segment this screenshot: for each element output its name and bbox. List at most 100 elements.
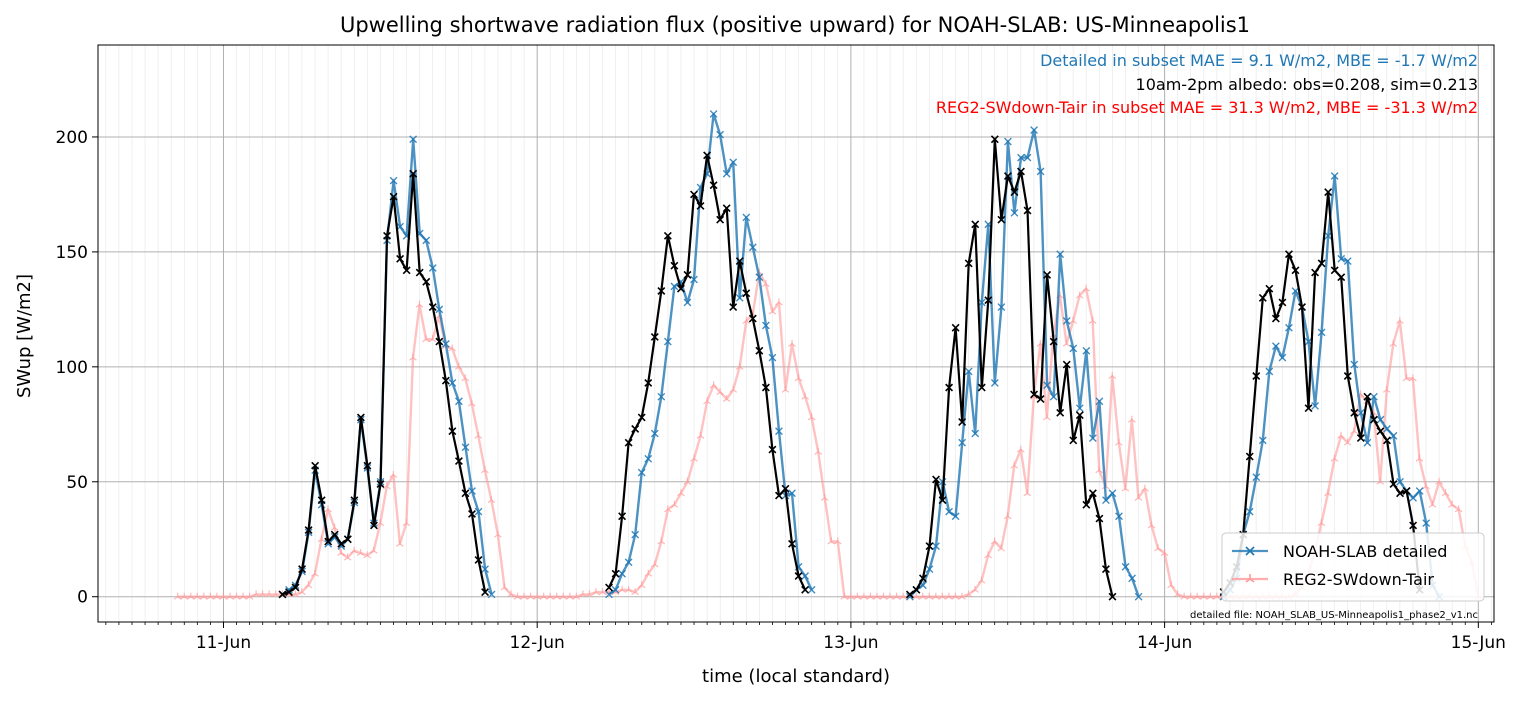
data-point [918, 574, 927, 583]
data-point [657, 537, 666, 545]
data-point [1114, 438, 1123, 446]
data-point [1062, 339, 1071, 347]
data-point [801, 585, 810, 594]
data-point [644, 454, 653, 463]
data-point [984, 296, 993, 305]
data-point [774, 491, 783, 500]
data-point [1448, 500, 1456, 508]
annotation-detailed-mae: Detailed in subset MAE = 9.1 W/m2, MBE =… [1040, 51, 1478, 70]
data-point [1062, 360, 1071, 369]
data-point [1311, 402, 1319, 410]
data-point [278, 590, 287, 599]
data-point [964, 367, 973, 376]
plot-area [97, 44, 1495, 623]
data-point [500, 583, 509, 591]
data-point [1396, 477, 1404, 486]
data-point [716, 215, 725, 224]
data-point [801, 572, 809, 580]
data-point [1167, 581, 1175, 589]
data-point [1356, 408, 1365, 417]
data-point [1396, 489, 1405, 498]
data-point [435, 305, 444, 314]
data-point [945, 507, 953, 516]
data-point [1056, 408, 1065, 417]
data-point [1030, 126, 1038, 134]
data-point [807, 585, 816, 594]
data-point [1324, 231, 1333, 240]
data-point [605, 583, 613, 592]
data-point [1036, 167, 1045, 176]
data-point [611, 569, 620, 578]
data-point [376, 519, 385, 527]
data-point [468, 487, 476, 495]
data-point [1075, 404, 1084, 413]
data-point [1160, 549, 1169, 557]
data-point [1062, 316, 1071, 325]
legend: NOAH-SLAB detailed REG2-SWdown-Tair [1221, 532, 1485, 602]
data-point [376, 480, 385, 489]
data-point [1415, 454, 1424, 462]
data-point [977, 383, 986, 392]
data-point [441, 376, 450, 385]
data-point [330, 523, 339, 531]
x-axis-ticks: 11-Jun 12-Jun 13-Jun 14-Jun 15-Jun [105, 622, 1506, 653]
data-point [369, 521, 378, 530]
data-point [624, 585, 633, 593]
x-tick-label: 12-Jun [510, 633, 565, 653]
y-tick-label: 100 [56, 358, 88, 378]
data-point [1350, 408, 1359, 417]
data-point [585, 590, 594, 598]
data-point [618, 569, 626, 578]
data-point [356, 413, 365, 422]
data-point [481, 588, 490, 597]
data-point [650, 332, 659, 341]
data-point [1278, 353, 1287, 362]
data-point [1075, 411, 1084, 420]
data-point [977, 576, 986, 584]
data-point [474, 507, 483, 516]
data-point [912, 585, 921, 594]
data-point [761, 321, 770, 330]
data-point [703, 151, 712, 160]
data-point [1121, 484, 1130, 492]
data-point [1128, 415, 1136, 423]
data-point [768, 307, 777, 315]
data-point [690, 454, 698, 462]
data-point [951, 323, 960, 332]
data-point [729, 303, 738, 312]
data-point [1049, 392, 1058, 401]
data-point [1004, 137, 1012, 146]
data-point [1382, 385, 1391, 393]
data-point [735, 362, 744, 370]
data-point [1121, 562, 1130, 571]
data-point [1095, 514, 1104, 523]
data-point [1324, 188, 1333, 197]
data-point [389, 470, 398, 478]
data-point [1056, 250, 1065, 259]
data-point [1389, 480, 1398, 489]
data-point [1017, 167, 1025, 176]
data-point [1441, 489, 1450, 497]
data-point [1285, 323, 1293, 332]
data-point [1010, 208, 1019, 217]
data-point [324, 537, 333, 546]
data-point [572, 592, 581, 600]
data-point [1324, 489, 1332, 497]
data-point [409, 135, 418, 144]
data-point [1252, 473, 1261, 482]
x-axis-label: time (local standard) [702, 666, 890, 687]
data-point [1395, 316, 1404, 324]
data-point [775, 427, 783, 436]
data-point [1369, 415, 1378, 424]
data-point [507, 590, 515, 598]
data-point [1370, 392, 1378, 401]
data-point [990, 537, 999, 545]
data-point [709, 381, 718, 389]
data-point [1088, 434, 1097, 442]
data-point [794, 374, 803, 382]
data-point [729, 385, 738, 393]
data-point [1317, 259, 1326, 268]
data-point [1252, 372, 1261, 380]
series-line [282, 172, 487, 596]
